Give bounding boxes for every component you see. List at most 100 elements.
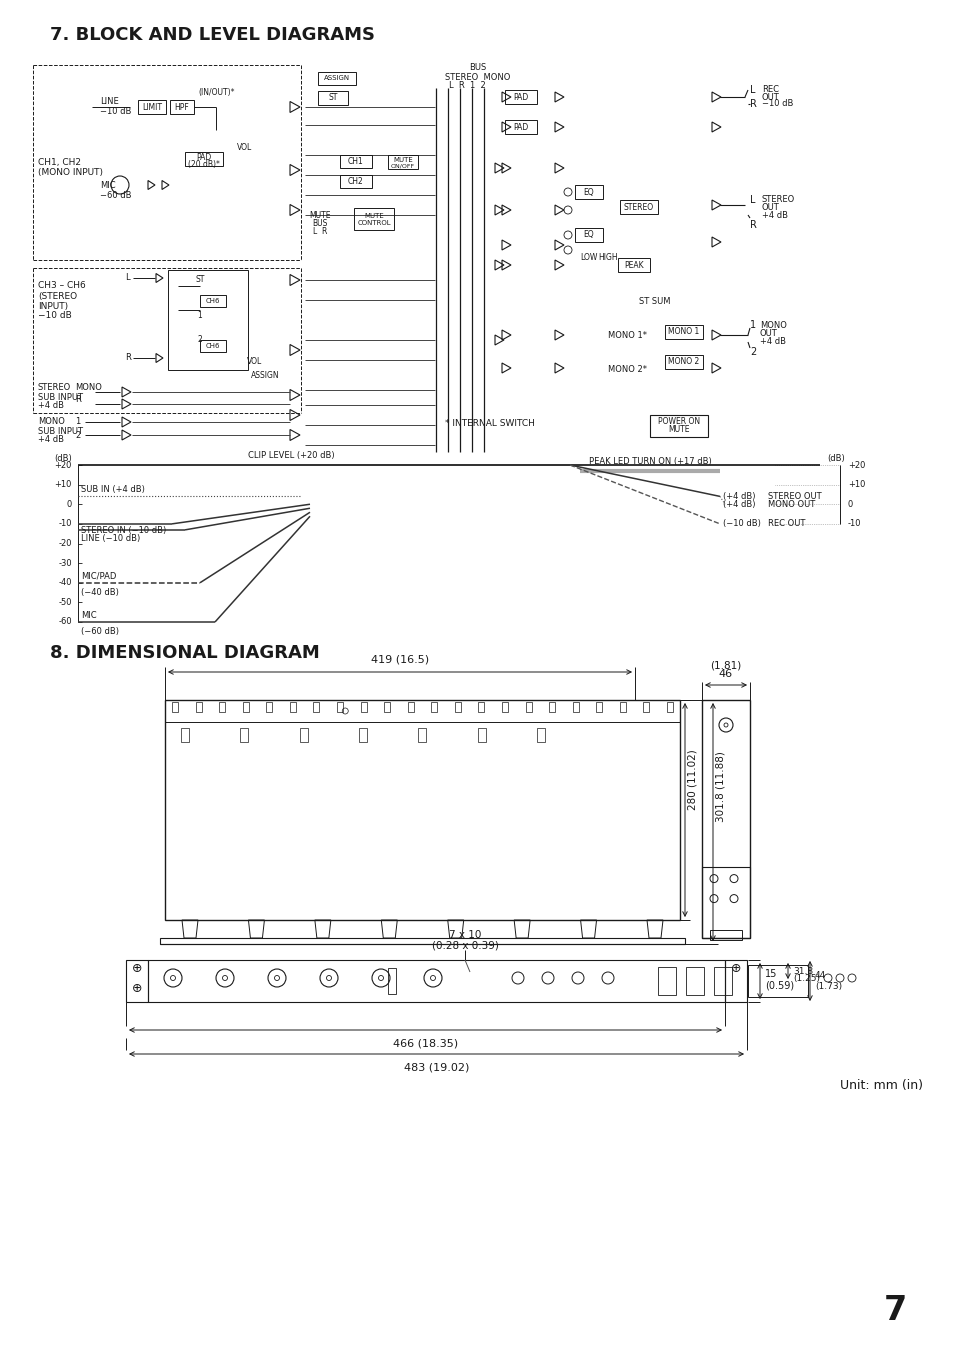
Text: 1: 1 [197, 310, 202, 320]
Bar [713, 967, 731, 995]
Bar [336, 702, 343, 711]
Text: +4 dB: +4 dB [760, 336, 785, 346]
Text: MONO 2*: MONO 2* [607, 366, 646, 374]
Text: 2: 2 [749, 347, 756, 356]
Text: CLIP LEVEL (+20 dB): CLIP LEVEL (+20 dB) [248, 451, 335, 460]
Text: L: L [125, 274, 130, 282]
Text: (1.25): (1.25) [792, 975, 820, 984]
Text: 2: 2 [197, 336, 202, 344]
Bar [575, 228, 602, 242]
Text: ASSIGN: ASSIGN [324, 76, 350, 81]
Text: (0.28 x 0.39): (0.28 x 0.39) [431, 941, 497, 950]
Text: 280 (11.02): 280 (11.02) [687, 749, 698, 810]
Bar [642, 702, 649, 711]
Text: 7 x 10: 7 x 10 [448, 930, 480, 940]
Bar [537, 728, 545, 743]
Text: STEREO OUT: STEREO OUT [767, 491, 821, 501]
Text: PAD: PAD [513, 123, 528, 131]
Text: ASSIGN: ASSIGN [251, 370, 279, 379]
Text: MIC: MIC [100, 181, 115, 189]
Text: 15: 15 [764, 969, 777, 979]
Text: PAD: PAD [513, 93, 528, 101]
Text: MUTE: MUTE [667, 425, 689, 435]
Text: EQ: EQ [583, 188, 594, 197]
Bar [138, 100, 166, 113]
Bar [360, 702, 366, 711]
Text: (0.59): (0.59) [764, 981, 793, 991]
Bar [388, 155, 417, 169]
Bar [388, 968, 395, 994]
Text: MONO 1: MONO 1 [668, 328, 699, 336]
Text: -10: -10 [58, 520, 71, 528]
Text: −10 dB: −10 dB [38, 312, 71, 320]
Text: CONTROL: CONTROL [356, 220, 391, 225]
Text: (1.81): (1.81) [710, 660, 740, 670]
Text: 1: 1 [749, 320, 756, 329]
Bar [172, 702, 178, 711]
Bar [572, 702, 578, 711]
Text: +4 dB: +4 dB [38, 436, 64, 444]
Text: (IN/OUT)*: (IN/OUT)* [198, 89, 234, 97]
Bar [685, 967, 703, 995]
Text: −60 dB: −60 dB [100, 190, 132, 200]
Text: INPUT): INPUT) [38, 301, 68, 310]
Text: STEREO: STEREO [38, 383, 71, 393]
Text: CH6: CH6 [206, 298, 220, 304]
Bar [504, 120, 537, 134]
Text: PEAK LED TURN ON (+17 dB): PEAK LED TURN ON (+17 dB) [588, 456, 711, 466]
Text: (−60 dB): (−60 dB) [81, 626, 119, 636]
Text: (MONO INPUT): (MONO INPUT) [38, 167, 103, 177]
Bar [504, 90, 537, 104]
Text: +4 dB: +4 dB [38, 401, 64, 410]
Text: VOL: VOL [247, 358, 262, 366]
Bar [317, 72, 355, 85]
Bar [240, 728, 248, 743]
Text: MUTE: MUTE [364, 213, 383, 219]
Text: 46: 46 [719, 670, 732, 679]
Text: SUB INPUT: SUB INPUT [38, 427, 83, 436]
Text: −10 dB: −10 dB [100, 107, 132, 116]
Text: CH6: CH6 [206, 343, 220, 350]
Bar [619, 702, 625, 711]
Bar [596, 702, 601, 711]
Text: CH1: CH1 [348, 157, 363, 166]
Bar [618, 258, 649, 271]
Text: OUT: OUT [761, 204, 779, 212]
Text: MUTE: MUTE [393, 157, 413, 163]
Text: SUB IN (+4 dB): SUB IN (+4 dB) [81, 486, 145, 494]
Text: -30: -30 [58, 559, 71, 567]
Text: LIMIT: LIMIT [142, 103, 162, 112]
Text: -50: -50 [58, 598, 71, 608]
Text: (1.73): (1.73) [814, 981, 841, 991]
Text: +20: +20 [54, 460, 71, 470]
Text: MONO OUT: MONO OUT [767, 500, 815, 509]
Text: -20: -20 [58, 539, 71, 548]
Text: (+4 dB): (+4 dB) [722, 491, 755, 501]
Text: 483 (19.02): 483 (19.02) [403, 1062, 469, 1072]
Text: L: L [749, 85, 755, 94]
Text: STEREO  MONO: STEREO MONO [445, 73, 510, 81]
Bar [181, 728, 189, 743]
Bar [339, 176, 372, 188]
Bar [477, 702, 484, 711]
Text: ⊕: ⊕ [730, 963, 740, 976]
Bar [455, 702, 460, 711]
Text: STEREO: STEREO [761, 196, 795, 204]
Text: 1: 1 [75, 417, 80, 427]
Bar [664, 355, 702, 369]
Text: +10: +10 [847, 481, 864, 489]
Text: ⊕: ⊕ [132, 963, 142, 976]
Text: STEREO IN (−10 dB): STEREO IN (−10 dB) [81, 526, 166, 535]
Text: Unit: mm (in): Unit: mm (in) [840, 1079, 923, 1092]
Text: -60: -60 [58, 617, 71, 626]
Text: MUTE: MUTE [309, 211, 331, 220]
Bar [339, 155, 372, 167]
Text: HIGH: HIGH [598, 254, 617, 262]
Bar [242, 702, 249, 711]
Text: 0: 0 [67, 500, 71, 509]
Bar [649, 414, 707, 437]
Bar [148, 960, 724, 1002]
Bar [709, 930, 741, 940]
Text: L: L [749, 194, 755, 205]
Text: LINE (−10 dB): LINE (−10 dB) [81, 533, 140, 543]
